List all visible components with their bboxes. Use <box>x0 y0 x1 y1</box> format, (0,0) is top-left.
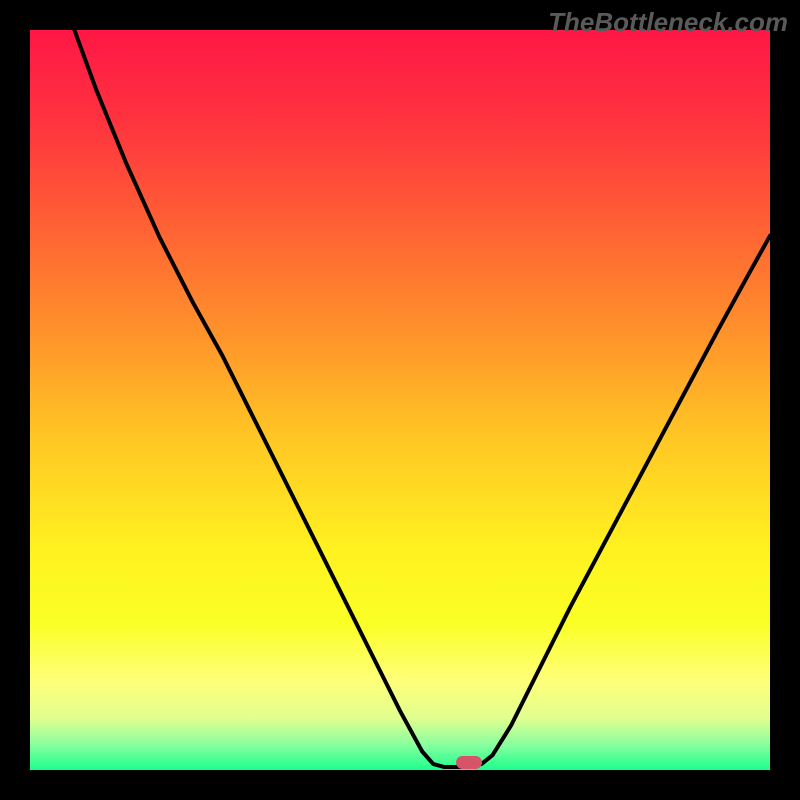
watermark-text: TheBottleneck.com <box>548 7 788 38</box>
chart-outer: TheBottleneck.com <box>0 0 800 800</box>
bottleneck-curve <box>74 30 770 767</box>
curve-svg <box>30 30 770 770</box>
plot-area <box>30 30 770 770</box>
optimal-marker <box>456 756 482 769</box>
